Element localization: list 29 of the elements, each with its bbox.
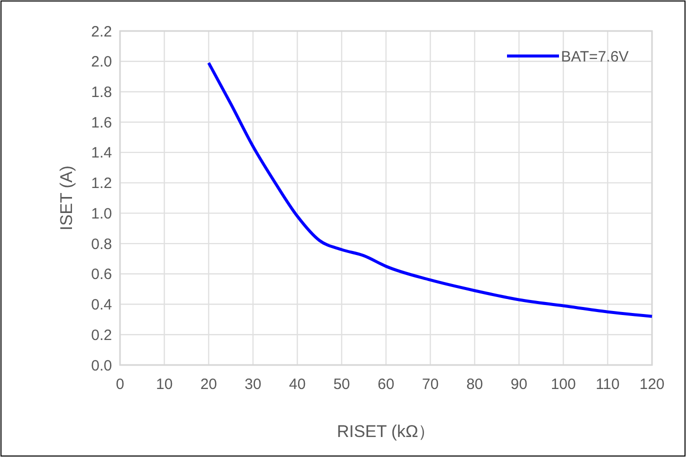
x-tick-label: 50 (333, 376, 350, 393)
y-tick-label: 0.6 (91, 266, 112, 284)
x-tick-label: 120 (639, 376, 665, 393)
x-tick-label: 70 (422, 376, 439, 393)
x-tick-label: 100 (550, 376, 576, 393)
y-tick-label: 1.8 (91, 84, 112, 101)
x-tick-label: 10 (156, 376, 173, 393)
x-axis-title: RISET (kΩ） (336, 422, 436, 441)
x-tick-label: 30 (244, 376, 262, 393)
y-tick-label: 2.2 (91, 23, 112, 40)
y-tick-label: 0.0 (91, 357, 112, 374)
x-tick-label: 90 (510, 376, 528, 393)
y-tick-label: 0.8 (91, 236, 112, 253)
y-tick-label: 0.4 (91, 296, 112, 314)
x-tick-label: 60 (378, 376, 394, 393)
line-series (207, 61, 654, 318)
y-tick-label: 1.4 (91, 144, 112, 162)
legend-label: BAT=7.6V (561, 48, 629, 66)
y-tick-label: 2.0 (91, 54, 112, 71)
y-tick-label: 1.2 (91, 175, 112, 192)
y-tick-label: 0.2 (91, 326, 112, 344)
x-tick-label: 0 (116, 376, 124, 393)
x-tick-label: 80 (466, 376, 484, 393)
x-tick-label: 110 (596, 376, 620, 393)
x-tick-label: 40 (288, 376, 306, 393)
x-tick-label: 20 (200, 376, 218, 393)
y-axis-title: ISET (A) (57, 166, 76, 230)
y-tick-label: 1.0 (91, 205, 112, 222)
y-tick-label: 1.6 (91, 114, 112, 132)
